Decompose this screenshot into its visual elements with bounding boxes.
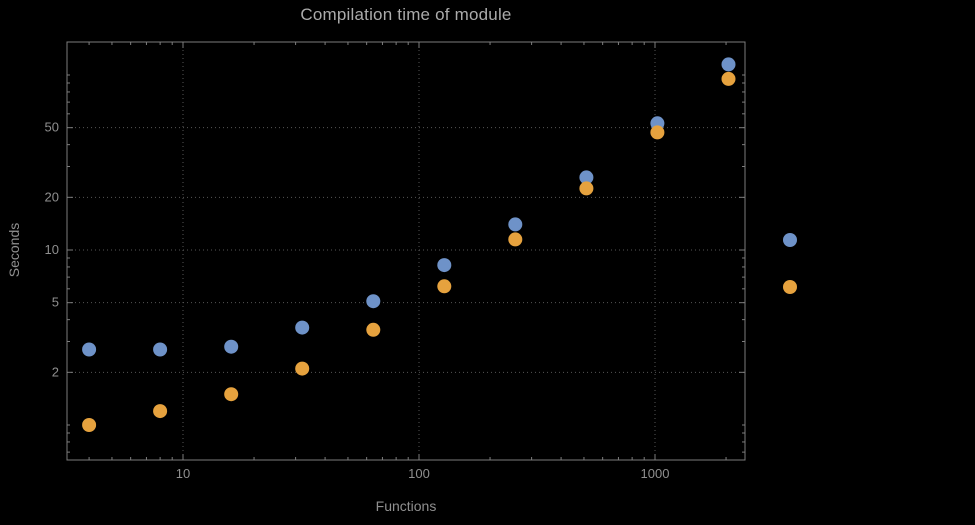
- data-point-orange: [153, 404, 168, 419]
- data-point-orange: [82, 418, 97, 432]
- data-point-orange: [295, 361, 310, 376]
- data-point-orange: [579, 181, 594, 196]
- y-tick-label: 20: [45, 189, 59, 204]
- x-axis-label: Functions: [375, 498, 437, 514]
- data-point-blue: [721, 57, 736, 72]
- x-tick-label: 100: [408, 466, 430, 481]
- y-tick-label: 2: [52, 364, 59, 379]
- data-point-blue: [508, 217, 523, 232]
- data-point-blue: [579, 170, 594, 185]
- legend-marker-orange: [783, 280, 797, 294]
- y-tick-label: 50: [45, 120, 59, 135]
- y-tick-label: 5: [52, 295, 59, 310]
- data-point-orange: [650, 125, 665, 140]
- data-point-blue: [224, 339, 239, 354]
- data-point-blue: [437, 258, 452, 273]
- data-point-blue: [82, 342, 97, 357]
- chart-title: Compilation time of module: [300, 5, 512, 24]
- data-point-orange: [721, 71, 736, 86]
- data-point-orange: [366, 322, 381, 337]
- legend-marker-blue: [783, 233, 797, 247]
- data-point-blue: [153, 342, 168, 357]
- x-tick-label: 1000: [641, 466, 670, 481]
- data-point-orange: [437, 279, 452, 294]
- data-point-blue: [366, 294, 381, 309]
- data-point-blue: [295, 320, 310, 335]
- plot-frame: [66, 41, 746, 461]
- y-tick-label: 10: [45, 242, 59, 257]
- x-tick-label: 10: [176, 466, 190, 481]
- data-point-orange: [508, 232, 523, 247]
- data-point-orange: [224, 387, 239, 402]
